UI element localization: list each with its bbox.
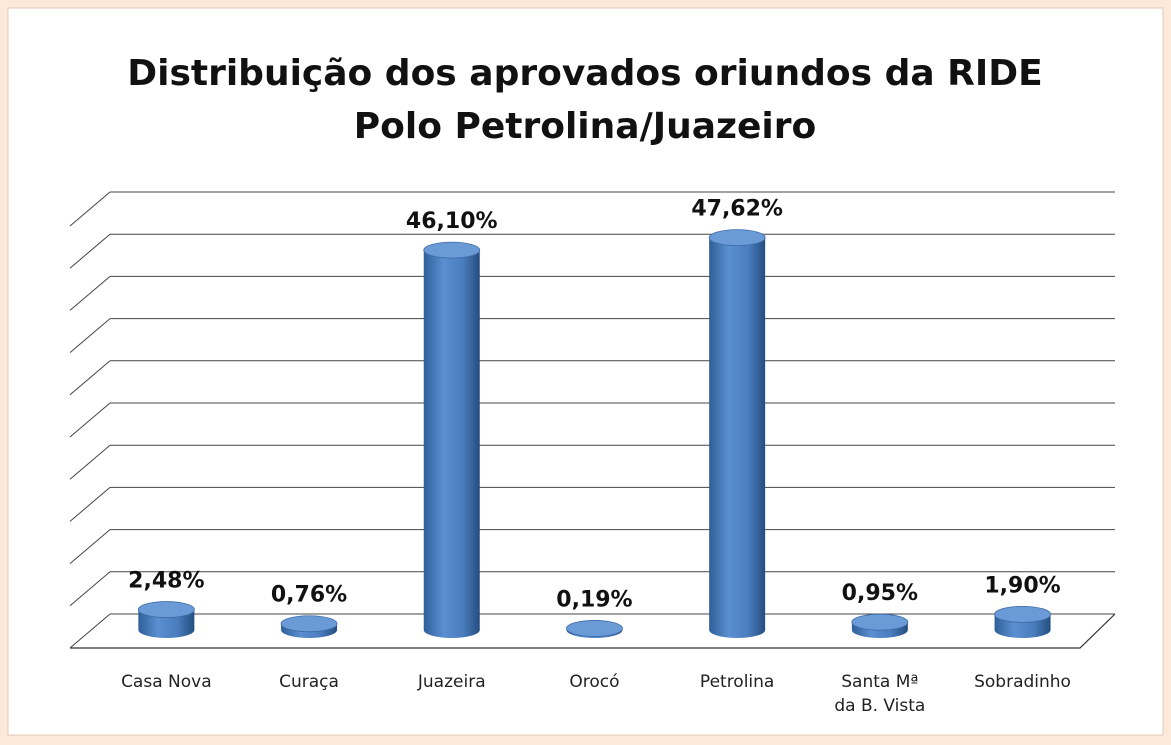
value-label: 2,48% (128, 569, 204, 594)
bar (851, 613, 909, 638)
x-tick-label: Santa Mª da B. Vista (834, 672, 926, 716)
grid-side (69, 360, 111, 396)
bar (994, 605, 1051, 638)
grid-side (69, 191, 111, 227)
bar (137, 601, 195, 638)
x-tick-label: Curaça (279, 672, 339, 692)
grid-side (69, 233, 111, 269)
grid-side (69, 318, 111, 353)
grid-side (69, 487, 111, 522)
x-tick-label: Juazeira (417, 672, 486, 692)
grid-side (69, 613, 111, 649)
value-label: 0,95% (842, 581, 918, 606)
grid-side (69, 402, 111, 438)
bar (280, 615, 338, 638)
x-tick-label: Sobradinho (974, 672, 1071, 692)
bar (423, 241, 481, 639)
bar (708, 229, 766, 638)
floor-front (70, 613, 1116, 649)
value-label: 47,62% (691, 197, 783, 222)
x-tick-label: Casa Nova (121, 672, 212, 692)
value-label: 46,10% (406, 209, 498, 234)
grid-side (69, 276, 111, 311)
value-label: 0,19% (556, 587, 632, 612)
value-label: 1,90% (984, 573, 1060, 598)
bar (566, 620, 623, 638)
chart-title: Distribuição dos aprovados oriundos da R… (127, 53, 1043, 94)
x-tick-label: Orocó (569, 672, 620, 692)
grid-side (69, 571, 111, 607)
value-label: 0,76% (271, 583, 347, 608)
chart-subtitle: Polo Petrolina/Juazeiro (354, 106, 816, 147)
grid-side (69, 529, 111, 564)
x-tick-label: Petrolina (699, 672, 775, 692)
grid-side (69, 444, 111, 480)
